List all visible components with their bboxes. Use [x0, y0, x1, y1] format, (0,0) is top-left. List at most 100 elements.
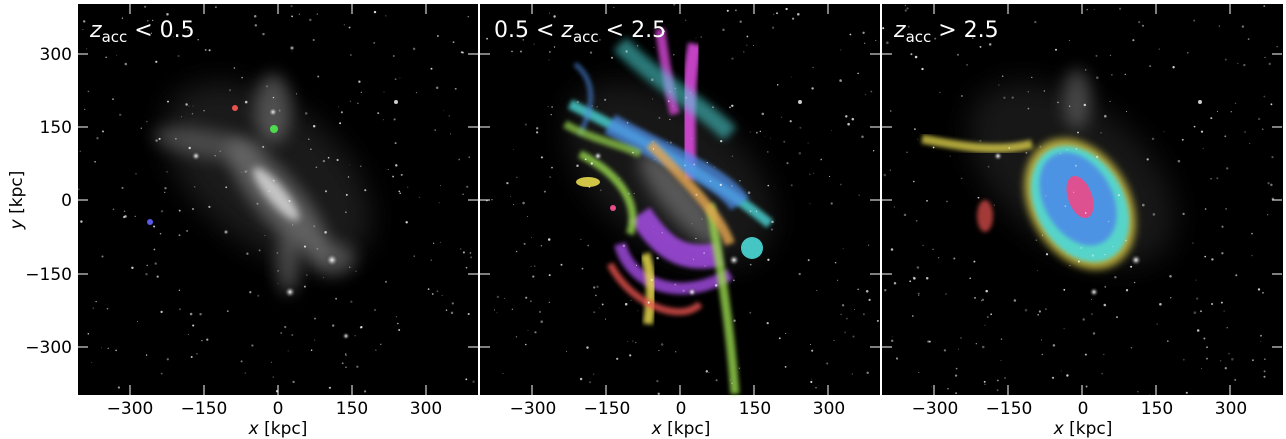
star-point — [906, 7, 909, 10]
star-point — [883, 173, 887, 177]
star-point — [322, 159, 326, 163]
star-point — [1241, 25, 1245, 28]
star-point — [1149, 394, 1151, 396]
star-point — [587, 244, 590, 247]
star-point — [616, 357, 619, 360]
star-point — [966, 63, 969, 66]
star-point — [191, 207, 195, 211]
star-point — [811, 349, 814, 352]
star-point — [847, 122, 850, 126]
star-point — [865, 290, 869, 293]
star-point — [1063, 288, 1066, 291]
star-point — [809, 203, 811, 205]
star-point — [1193, 311, 1197, 314]
star-point — [1003, 96, 1006, 99]
star-point — [387, 168, 389, 170]
star-point — [983, 380, 986, 383]
star-point — [1192, 242, 1194, 244]
star-point — [392, 175, 395, 178]
star-point — [669, 118, 671, 121]
star-point — [322, 277, 324, 278]
star-point — [1066, 252, 1068, 254]
star-point — [343, 24, 345, 26]
star-point — [513, 148, 514, 150]
star-point — [1202, 147, 1204, 149]
star-point — [430, 67, 433, 70]
star-point — [1044, 308, 1047, 311]
star-point — [360, 165, 362, 167]
star-point — [1200, 130, 1204, 133]
star-point — [1069, 264, 1071, 267]
star-point — [185, 103, 188, 106]
star-point — [465, 378, 468, 381]
star-point — [1103, 353, 1105, 356]
star-point — [693, 163, 696, 166]
star-point — [1040, 339, 1043, 341]
star-point — [647, 301, 650, 304]
star-point — [345, 193, 348, 196]
star-point — [327, 156, 330, 159]
star-point — [949, 155, 951, 157]
star-point — [1172, 66, 1175, 69]
star-point — [1218, 25, 1221, 27]
star-point — [660, 343, 664, 346]
star-point — [534, 331, 537, 334]
star-point — [810, 380, 813, 384]
star-point — [1156, 323, 1158, 325]
star-point — [1260, 340, 1262, 342]
star-point — [244, 100, 248, 104]
star-point — [907, 25, 910, 28]
star-point — [543, 190, 546, 193]
star-point — [720, 139, 723, 143]
star-point — [1092, 332, 1096, 335]
star-point — [813, 172, 815, 174]
star-point — [778, 337, 781, 340]
star-point — [984, 324, 986, 326]
star-point — [580, 238, 582, 240]
star-point — [789, 120, 792, 123]
star-point — [705, 370, 709, 373]
star-point — [672, 105, 674, 107]
axis-ticks — [78, 4, 1282, 395]
star-point — [912, 315, 914, 317]
star-point — [981, 345, 985, 349]
star-point — [317, 75, 320, 78]
star-point — [973, 296, 977, 299]
star-point — [550, 113, 552, 116]
star-point — [436, 290, 439, 293]
star-point — [190, 356, 193, 358]
star-point — [981, 298, 985, 302]
star-point — [291, 333, 294, 337]
star-point — [605, 318, 607, 320]
star-point — [395, 315, 398, 318]
star-point — [206, 338, 209, 341]
star-point — [833, 339, 835, 341]
star-point — [450, 133, 452, 135]
star-point — [830, 130, 832, 131]
star-point — [188, 146, 191, 150]
star-point — [904, 9, 907, 12]
star-point — [849, 33, 852, 36]
star-point — [1268, 62, 1272, 66]
star-point — [393, 118, 396, 121]
star-point — [345, 366, 347, 368]
star-point — [251, 344, 254, 347]
star-point — [264, 234, 266, 236]
star-point — [886, 41, 889, 44]
star-point — [458, 158, 461, 161]
star-point — [1111, 74, 1113, 76]
star-point — [336, 158, 339, 162]
star-point — [1101, 372, 1104, 375]
x-tick-label: 150 — [1141, 399, 1173, 419]
star-point — [347, 176, 350, 178]
star-point — [906, 151, 908, 154]
star-point — [84, 108, 86, 111]
star-point — [988, 43, 992, 46]
star-point — [731, 382, 733, 384]
star-point — [1166, 340, 1169, 342]
star-point — [112, 208, 115, 211]
star-point — [1260, 334, 1262, 337]
star-point — [685, 96, 688, 99]
star-point — [731, 155, 734, 157]
star-point — [917, 138, 919, 140]
